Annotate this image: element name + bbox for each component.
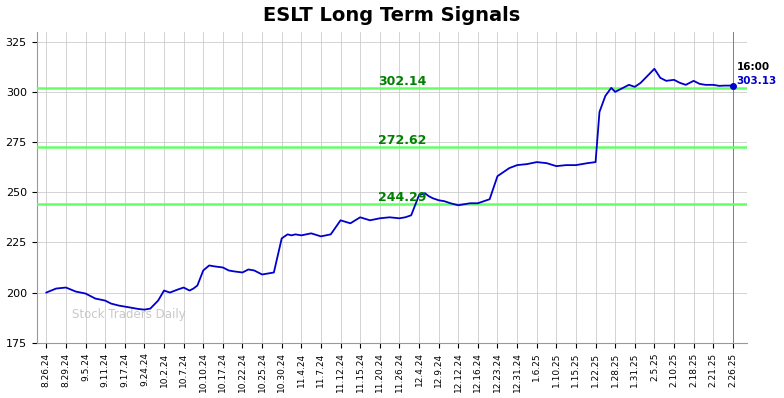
Text: 272.62: 272.62 [378,134,426,147]
Text: Stock Traders Daily: Stock Traders Daily [72,308,186,321]
Title: ESLT Long Term Signals: ESLT Long Term Signals [263,6,520,25]
Text: 16:00: 16:00 [737,62,770,72]
Text: 244.29: 244.29 [378,191,426,204]
Text: 303.13: 303.13 [737,76,777,86]
Text: 302.14: 302.14 [378,74,426,88]
